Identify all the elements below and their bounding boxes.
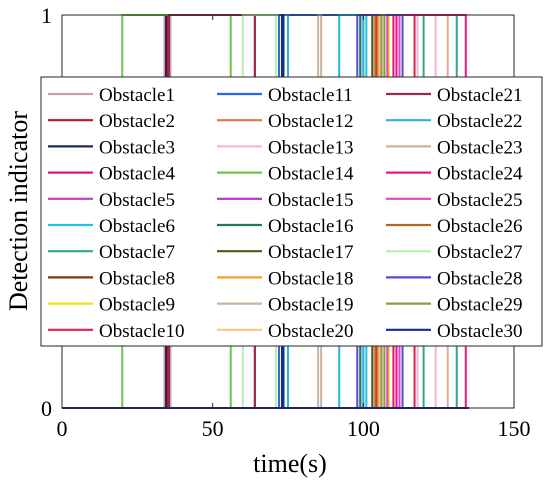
legend-label-16: Obstacle16 (268, 216, 353, 237)
legend-label-24: Obstacle24 (437, 164, 523, 185)
x-tick-label: 100 (347, 416, 380, 441)
legend-label-27: Obstacle27 (437, 242, 522, 263)
legend: Obstacle1 Obstacle2 Obstacle3 Obstacle4 Obst… (40, 76, 543, 347)
y-tick-label: 1 (41, 3, 52, 28)
legend-label-8: Obstacle8 (99, 268, 175, 289)
legend-label-17: Obstacle17 (268, 242, 353, 263)
legend-label-21: Obstacle21 (437, 85, 522, 106)
legend-label-15: Obstacle15 (268, 190, 353, 211)
legend-label-5: Obstacle5 (99, 190, 175, 211)
legend-label-6: Obstacle6 (99, 216, 175, 237)
x-tick-label: 150 (498, 416, 531, 441)
legend-label-9: Obstacle9 (99, 295, 175, 316)
legend-label-18: Obstacle18 (268, 268, 353, 289)
x-tick-label: 50 (202, 416, 224, 441)
legend-label-11: Obstacle11 (268, 85, 353, 106)
y-axis-label: Detection indicator (4, 111, 33, 311)
tick-layer: 0 50 100 150 0 1 (41, 3, 531, 441)
legend-label-28: Obstacle28 (437, 268, 522, 289)
legend-label-29: Obstacle29 (437, 295, 522, 316)
y-tick-label: 0 (41, 396, 52, 421)
legend-label-30: Obstacle30 (437, 321, 522, 342)
legend-label-22: Obstacle22 (437, 111, 522, 132)
legend-label-4: Obstacle4 (99, 164, 175, 185)
legend-label-19: Obstacle19 (268, 295, 353, 316)
legend-label-7: Obstacle7 (99, 242, 175, 263)
legend-label-10: Obstacle10 (99, 321, 184, 342)
legend-label-26: Obstacle26 (437, 216, 522, 237)
legend-label-12: Obstacle12 (268, 111, 353, 132)
legend-label-13: Obstacle13 (268, 137, 353, 158)
legend-label-20: Obstacle20 (268, 321, 353, 342)
legend-label-25: Obstacle25 (437, 190, 522, 211)
legend-label-3: Obstacle3 (99, 137, 175, 158)
legend-label-23: Obstacle23 (437, 137, 522, 158)
legend-label-14: Obstacle14 (268, 164, 354, 185)
legend-label-2: Obstacle2 (99, 111, 175, 132)
legend-label-1: Obstacle1 (99, 85, 175, 106)
legend-box (40, 76, 543, 347)
x-axis-label: time(s) (253, 449, 327, 478)
x-tick-label: 0 (57, 416, 68, 441)
